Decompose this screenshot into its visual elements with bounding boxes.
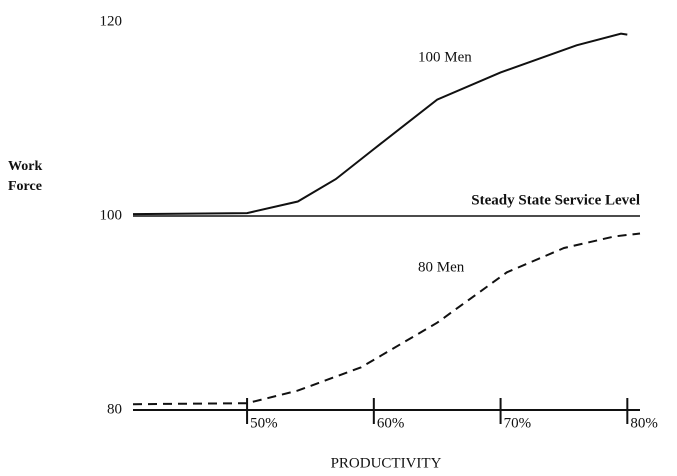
x-axis-label: PRODUCTIVITY — [331, 455, 442, 471]
y-axis-label: Work — [8, 159, 42, 174]
line — [132, 32, 628, 216]
y-axis-label: Force — [8, 179, 42, 194]
series-label: 80 Men — [418, 259, 465, 275]
y-tick-label: 100 — [100, 207, 123, 223]
x-tick-label: 60% — [377, 415, 405, 431]
x-tick-label: 70% — [504, 415, 532, 431]
y-tick-label: 120 — [100, 13, 123, 29]
y-tick-label: 80 — [107, 401, 122, 417]
series-label: 100 Men — [418, 49, 472, 65]
line — [132, 232, 641, 406]
reference-label: Steady State Service Level — [471, 192, 640, 208]
x-tick-label: 80% — [630, 415, 658, 431]
x-tick-label: 50% — [250, 415, 278, 431]
